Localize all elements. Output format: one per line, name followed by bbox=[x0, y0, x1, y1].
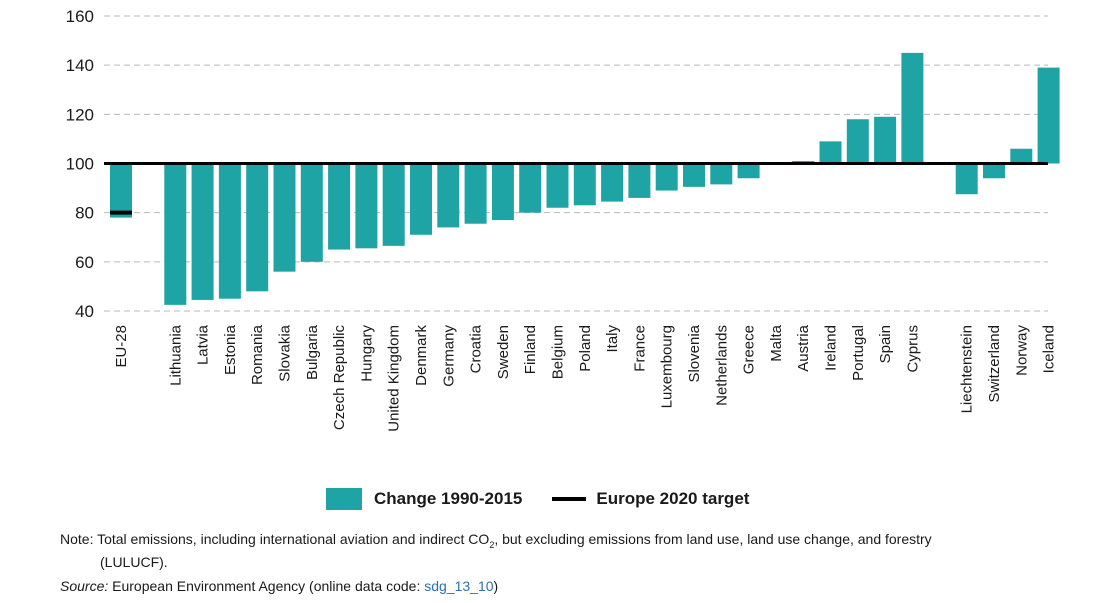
x-tick-label: Ireland bbox=[823, 325, 840, 371]
x-tick-label: France bbox=[631, 325, 648, 372]
legend-swatch-bar bbox=[326, 488, 362, 510]
bar bbox=[655, 163, 678, 191]
legend: Change 1990-2015 Europe 2020 target bbox=[326, 488, 749, 510]
legend-item-target: Europe 2020 target bbox=[522, 489, 749, 509]
x-tick-label: Belgium bbox=[550, 325, 567, 379]
bar bbox=[519, 163, 542, 213]
x-tick-label: Italy bbox=[604, 325, 621, 353]
note-text-2: , but excluding emissions from land use,… bbox=[494, 531, 932, 547]
bar bbox=[437, 163, 460, 228]
bar bbox=[273, 163, 296, 272]
bar bbox=[246, 163, 269, 292]
note-text-1: Note: Total emissions, including interna… bbox=[60, 531, 490, 547]
y-tick-label: 160 bbox=[66, 7, 94, 26]
bar bbox=[710, 163, 733, 185]
bar bbox=[410, 163, 432, 235]
x-tick-label: Liechtenstein bbox=[959, 325, 976, 413]
x-tick-label: Denmark bbox=[413, 325, 430, 386]
note-subscript: 2 bbox=[489, 539, 495, 550]
x-tick-label: Hungary bbox=[358, 325, 375, 382]
x-tick-label: Malta bbox=[768, 324, 785, 361]
bar bbox=[300, 163, 323, 262]
bar bbox=[628, 163, 651, 198]
bar bbox=[164, 163, 187, 305]
gridlines bbox=[104, 15, 1048, 312]
y-tick-label: 120 bbox=[66, 105, 94, 124]
y-tick-label: 60 bbox=[75, 253, 94, 272]
x-tick-label: Lithuania bbox=[167, 324, 184, 386]
x-axis-labels: EU-28 Lithuania Latvia Estonia Romania Slovak… bbox=[113, 324, 1058, 431]
bar bbox=[328, 163, 351, 250]
x-tick-label: Netherlands bbox=[713, 325, 730, 406]
x-tick-label: Croatia bbox=[468, 324, 485, 373]
y-tick-label: 40 bbox=[75, 302, 94, 321]
x-tick-label: Sweden bbox=[495, 325, 512, 379]
x-tick-label: Austria bbox=[795, 324, 812, 371]
x-tick-label: Slovakia bbox=[277, 324, 294, 381]
x-tick-label: Czech Republic bbox=[331, 325, 348, 431]
x-tick-label: Romania bbox=[249, 324, 266, 385]
bar bbox=[464, 163, 487, 224]
x-tick-label: EU-28 bbox=[113, 325, 130, 368]
bar bbox=[191, 163, 214, 300]
x-tick-label: Luxembourg bbox=[659, 325, 676, 408]
y-axis-ticks: 40 60 80 100 120 140 160 bbox=[66, 7, 94, 321]
x-tick-label: Portugal bbox=[850, 325, 867, 381]
bar bbox=[901, 52, 924, 164]
bar bbox=[573, 163, 596, 206]
footnote: Note: Total emissions, including interna… bbox=[60, 531, 1090, 571]
legend-label-target: Europe 2020 target bbox=[596, 489, 750, 508]
y-tick-label: 80 bbox=[75, 204, 94, 223]
bar bbox=[546, 163, 569, 208]
bar bbox=[737, 163, 760, 179]
legend-label-change: Change 1990-2015 bbox=[374, 489, 523, 508]
bar bbox=[1010, 148, 1033, 164]
source-close: ) bbox=[493, 578, 499, 594]
bars bbox=[110, 52, 1060, 305]
x-tick-label: Switzerland bbox=[986, 325, 1003, 403]
x-tick-label: Finland bbox=[522, 325, 539, 374]
x-tick-label: Greece bbox=[741, 325, 758, 374]
bar bbox=[110, 163, 132, 218]
x-tick-label: Estonia bbox=[222, 324, 239, 375]
x-tick-label: Cyprus bbox=[904, 325, 921, 373]
x-tick-label: Iceland bbox=[1041, 325, 1058, 373]
x-tick-label: Norway bbox=[1013, 325, 1030, 376]
x-tick-label: Latvia bbox=[195, 324, 212, 365]
x-tick-label: Germany bbox=[440, 325, 457, 387]
bar bbox=[983, 163, 1005, 179]
legend-item-change: Change 1990-2015 bbox=[326, 488, 522, 510]
note-line-2: (LULUCF). bbox=[100, 553, 168, 570]
bar bbox=[874, 116, 897, 164]
bar bbox=[955, 163, 978, 195]
source-code-link[interactable]: sdg_13_10 bbox=[424, 578, 494, 594]
bar bbox=[382, 163, 405, 246]
bar bbox=[491, 163, 514, 221]
bar bbox=[819, 141, 842, 164]
x-tick-label: Spain bbox=[877, 325, 894, 363]
bar bbox=[218, 163, 241, 299]
legend-swatch-line bbox=[552, 497, 587, 501]
y-tick-label: 140 bbox=[66, 56, 94, 75]
x-tick-label: Slovenia bbox=[686, 324, 703, 382]
bar bbox=[683, 163, 705, 187]
x-tick-label: United Kingdom bbox=[386, 325, 403, 432]
bar bbox=[355, 163, 378, 249]
x-tick-label: Poland bbox=[577, 325, 594, 372]
source-text: European Environment Agency (online data… bbox=[108, 578, 425, 594]
x-tick-label: Bulgaria bbox=[304, 324, 321, 380]
bar bbox=[601, 163, 624, 202]
source-line: Source: European Environment Agency (onl… bbox=[60, 578, 498, 594]
y-tick-label: 100 bbox=[66, 155, 94, 174]
bar bbox=[846, 119, 869, 164]
bar bbox=[1037, 67, 1060, 164]
source-label: Source: bbox=[60, 578, 109, 594]
